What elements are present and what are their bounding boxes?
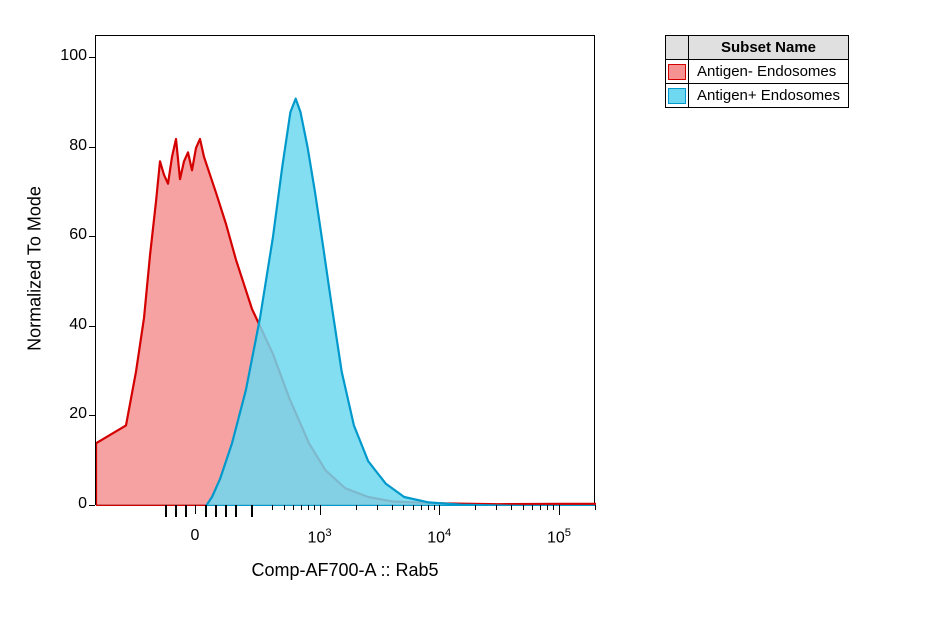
x-tick-mark [439, 505, 440, 515]
legend-row: Antigen+ Endosomes [666, 84, 849, 108]
x-tick-mark [195, 505, 196, 514]
flow-cytometry-histogram: Normalized To Mode Comp-AF700-A :: Rab5 … [0, 0, 940, 630]
x-minor-tick [421, 505, 422, 510]
plot-area [95, 35, 595, 505]
x-minor-tick [235, 505, 237, 517]
y-tick-mark [89, 326, 95, 327]
legend-row: Antigen- Endosomes [666, 60, 849, 84]
x-tick-label: 104 [419, 527, 459, 547]
histogram-svg [96, 36, 596, 506]
x-minor-tick [225, 505, 227, 517]
x-minor-tick [377, 505, 378, 510]
y-axis-label: Normalized To Mode [25, 169, 46, 369]
x-minor-tick [553, 505, 554, 510]
y-tick-mark [89, 236, 95, 237]
x-minor-tick [215, 505, 217, 517]
x-minor-tick [293, 505, 294, 510]
x-tick-label: 0 [185, 527, 205, 545]
x-minor-tick [356, 505, 357, 510]
x-axis-label: Comp-AF700-A :: Rab5 [195, 560, 495, 581]
x-tick-mark [559, 505, 560, 515]
x-minor-tick [392, 505, 393, 510]
legend-swatch-cell [666, 60, 689, 84]
x-minor-tick [475, 505, 476, 510]
x-minor-tick [175, 505, 177, 517]
x-tick-label: 105 [539, 527, 579, 547]
legend-header-name: Subset Name [689, 36, 849, 60]
legend-swatch [668, 64, 686, 80]
x-minor-tick [205, 505, 207, 517]
x-tick-mark [320, 505, 321, 515]
x-minor-tick [165, 505, 167, 517]
y-tick-label: 0 [47, 495, 87, 513]
x-minor-tick [532, 505, 533, 510]
legend-label: Antigen- Endosomes [689, 60, 849, 84]
legend-swatch-cell [666, 84, 689, 108]
x-minor-tick [511, 505, 512, 510]
y-tick-label: 20 [47, 405, 87, 423]
x-minor-tick [413, 505, 414, 510]
x-minor-tick [272, 505, 273, 510]
x-minor-tick [595, 505, 596, 510]
y-tick-mark [89, 505, 95, 506]
x-minor-tick [314, 505, 315, 510]
y-tick-mark [89, 415, 95, 416]
x-minor-tick [496, 505, 497, 510]
y-tick-mark [89, 57, 95, 58]
y-tick-label: 80 [47, 137, 87, 155]
y-tick-label: 40 [47, 316, 87, 334]
x-minor-tick [403, 505, 404, 510]
y-tick-label: 100 [47, 47, 87, 65]
legend-table: Subset Name Antigen- EndosomesAntigen+ E… [665, 35, 849, 108]
x-minor-tick [428, 505, 429, 510]
legend-label: Antigen+ Endosomes [689, 84, 849, 108]
x-minor-tick [301, 505, 302, 510]
x-minor-tick [251, 505, 253, 517]
x-minor-tick [547, 505, 548, 510]
legend-swatch [668, 88, 686, 104]
x-minor-tick [185, 505, 187, 517]
x-minor-tick [284, 505, 285, 510]
x-minor-tick [308, 505, 309, 510]
y-tick-label: 60 [47, 226, 87, 244]
histogram-series [206, 99, 596, 506]
y-tick-mark [89, 147, 95, 148]
x-minor-tick [434, 505, 435, 510]
legend-header-swatch [666, 36, 689, 60]
x-minor-tick [540, 505, 541, 510]
x-minor-tick [523, 505, 524, 510]
x-tick-label: 103 [300, 527, 340, 547]
